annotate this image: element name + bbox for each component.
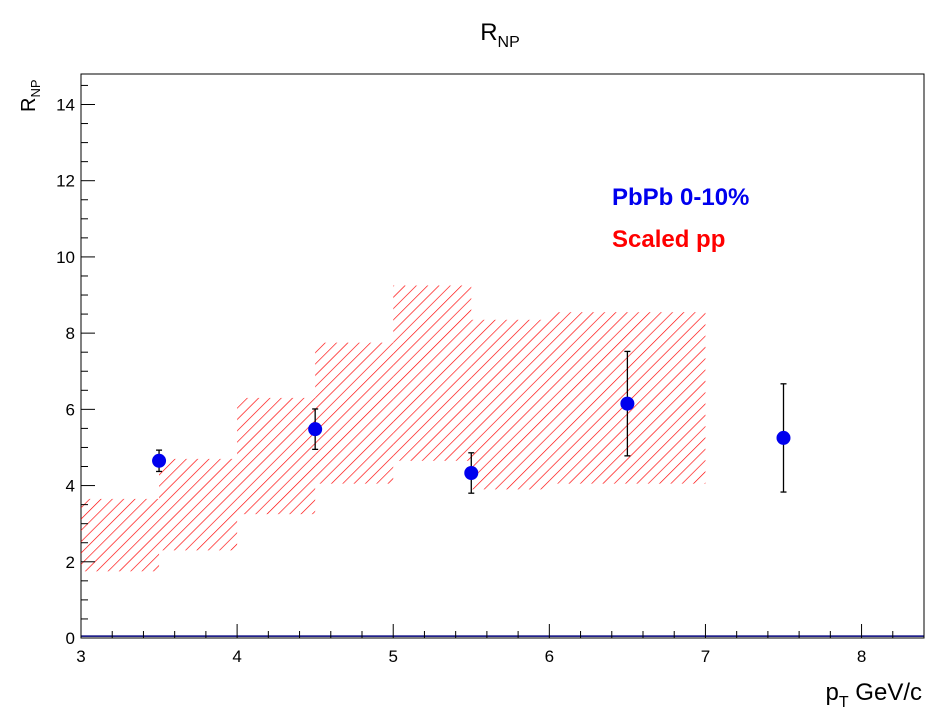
x-axis-label: pT GeV/c	[826, 679, 923, 711]
plot-frame	[80, 73, 925, 639]
pbpb-point-3	[620, 396, 635, 411]
pp-band-3	[315, 342, 394, 484]
x-tick-label: 3	[76, 647, 85, 666]
y-tick-label: 6	[66, 400, 75, 419]
y-axis-label-subscript: NP	[28, 79, 43, 97]
pbpb-point-1	[308, 422, 323, 437]
chart-title-main: R	[480, 19, 497, 46]
pbpb-point-4	[776, 430, 791, 445]
pp-band-1	[159, 458, 238, 551]
legend-entry-scaled-pp: Scaled pp	[612, 226, 725, 253]
plot-area: 3 4 5 6 7 8 0 2 4 6 8 10 12 14	[56, 73, 925, 666]
x-axis-label-main: p	[826, 679, 839, 706]
pbpb-point-2	[464, 465, 479, 480]
pp-band-0	[81, 498, 160, 572]
legend-entry-pbpb: PbPb 0-10%	[612, 184, 749, 211]
y-tick-label: 10	[56, 248, 75, 267]
pp-band-4	[393, 285, 472, 461]
x-axis-label-subscript: T	[839, 694, 849, 711]
x-tick-label: 5	[388, 647, 397, 666]
y-tick-label: 8	[66, 324, 75, 343]
x-tick-label: 8	[857, 647, 866, 666]
chart-title: RNP	[480, 19, 520, 51]
y-axis-label: RNP	[18, 79, 43, 112]
y-tick-label: 0	[66, 629, 75, 648]
legend: PbPb 0-10% Scaled pp	[612, 184, 749, 253]
y-axis-label-main: R	[18, 98, 40, 112]
chart-title-subscript: NP	[498, 34, 520, 51]
x-tick-label: 7	[701, 647, 710, 666]
pp-band-2	[237, 397, 316, 515]
x-tick-label: 4	[232, 647, 241, 666]
pbpb-point-0	[152, 453, 167, 468]
y-tick-label: 4	[66, 477, 75, 496]
x-tick-label: 6	[545, 647, 554, 666]
y-tick-label: 12	[56, 172, 75, 191]
x-axis-label-unit: GeV/c	[849, 679, 922, 706]
y-tick-label: 2	[66, 553, 75, 572]
y-tick-label: 14	[56, 95, 75, 114]
pp-band-5	[471, 319, 550, 490]
